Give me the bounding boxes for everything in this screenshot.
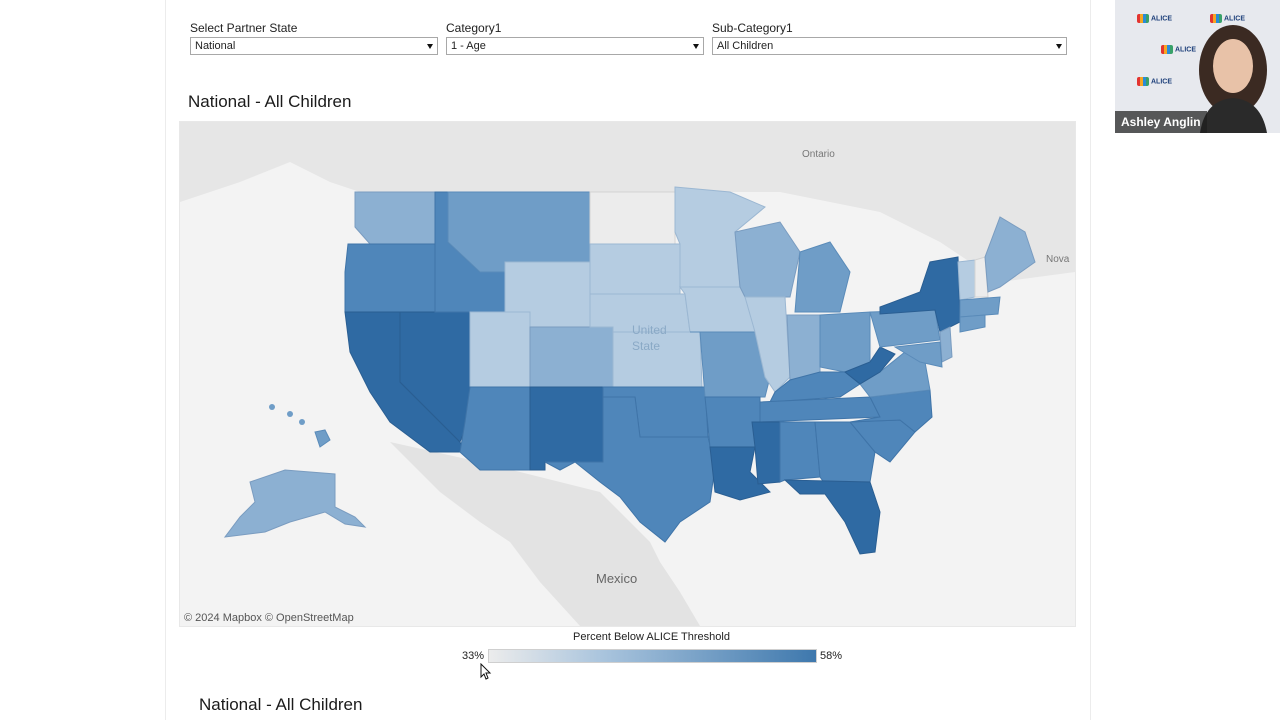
state-hawaii[interactable] [314, 429, 331, 448]
state-west-virginia[interactable] [844, 346, 896, 385]
state-new-hampshire[interactable] [974, 256, 989, 298]
united-for-alice-logo: ALICE [1137, 14, 1172, 23]
state-new-mexico[interactable] [529, 386, 604, 471]
participant-avatar [1199, 25, 1267, 133]
us-states-layer [223, 186, 1036, 555]
chevron-down-icon [693, 44, 699, 49]
chevron-down-icon [427, 44, 433, 49]
state-hawaii-islet [287, 411, 293, 417]
partner-state-label: Select Partner State [190, 21, 298, 35]
state-utah[interactable] [469, 311, 531, 388]
state-connecticut[interactable] [959, 314, 986, 333]
state-north-dakota[interactable] [589, 191, 676, 245]
second-section-title: National - All Children [199, 695, 363, 714]
state-oregon[interactable] [344, 243, 436, 313]
map-section-title: National - All Children [188, 92, 352, 111]
state-michigan[interactable] [794, 241, 851, 313]
ontario-label: Ontario [802, 149, 835, 160]
map-attribution[interactable]: © 2024 Mapbox © OpenStreetMap [184, 612, 354, 624]
state-ohio[interactable] [819, 311, 871, 373]
state-tennessee[interactable] [759, 396, 881, 423]
state-mississippi[interactable] [751, 421, 781, 485]
state-colorado[interactable] [529, 326, 614, 388]
state-alaska[interactable] [223, 469, 367, 538]
state-massachusetts[interactable] [959, 296, 1001, 318]
legend-title: Percent Below ALICE Threshold [573, 631, 730, 643]
subcategory-value: All Children [717, 40, 774, 52]
participant-name: Ashley Anglin [1115, 111, 1207, 133]
subcategory-select[interactable]: All Children [712, 37, 1067, 55]
state-wisconsin[interactable] [734, 221, 801, 298]
state-florida[interactable] [783, 479, 881, 555]
subcategory-label: Sub-Category1 [712, 21, 793, 35]
category-value: 1 - Age [451, 40, 486, 52]
state-north-carolina[interactable] [849, 389, 933, 433]
united-states-label-line2: State [632, 339, 660, 353]
state-south-dakota[interactable] [589, 243, 681, 295]
legend-max-label: 58% [820, 650, 843, 662]
state-hawaii-islet [269, 404, 275, 410]
logo-text: ALICE [1151, 15, 1172, 23]
video-participant-tile[interactable]: ALICE ALICE ALICE ALICE Ashley Anglin [1115, 0, 1280, 133]
united-states-label-line1: United [632, 323, 667, 337]
state-texas[interactable] [544, 396, 716, 543]
state-hawaii-islet [299, 419, 305, 425]
state-maryland[interactable] [893, 341, 943, 368]
state-arizona[interactable] [459, 386, 531, 471]
state-maine[interactable] [984, 216, 1036, 293]
partner-state-value: National [195, 40, 236, 52]
state-alabama[interactable] [779, 421, 821, 483]
state-washington[interactable] [354, 191, 436, 245]
partner-state-select[interactable]: National [190, 37, 438, 55]
legend-color-scale[interactable] [488, 649, 817, 663]
chevron-down-icon [1056, 44, 1062, 49]
state-indiana[interactable] [786, 314, 821, 381]
mexico-region [390, 442, 700, 626]
canada-region [180, 122, 1075, 282]
state-new-jersey[interactable] [939, 326, 953, 363]
state-vermont[interactable] [957, 259, 976, 301]
nova-label: Nova [1046, 254, 1070, 265]
category-select[interactable]: 1 - Age [446, 37, 704, 55]
state-montana[interactable] [447, 191, 591, 273]
legend-min-label: 33% [462, 650, 485, 662]
logo-text: ALICE [1175, 46, 1196, 54]
united-for-alice-logo: ALICE [1137, 77, 1172, 86]
mouse-cursor-icon [480, 663, 492, 680]
mexico-label: Mexico [596, 571, 637, 586]
united-for-alice-logo: ALICE [1161, 45, 1196, 54]
logo-text: ALICE [1151, 78, 1172, 86]
state-pennsylvania[interactable] [869, 309, 941, 348]
logo-text: ALICE [1224, 15, 1245, 23]
united-for-alice-logo: ALICE [1210, 14, 1245, 23]
category-label: Category1 [446, 21, 502, 35]
choropleth-map[interactable]: Ontario Nova United State Mexico © 2024 … [179, 121, 1076, 627]
